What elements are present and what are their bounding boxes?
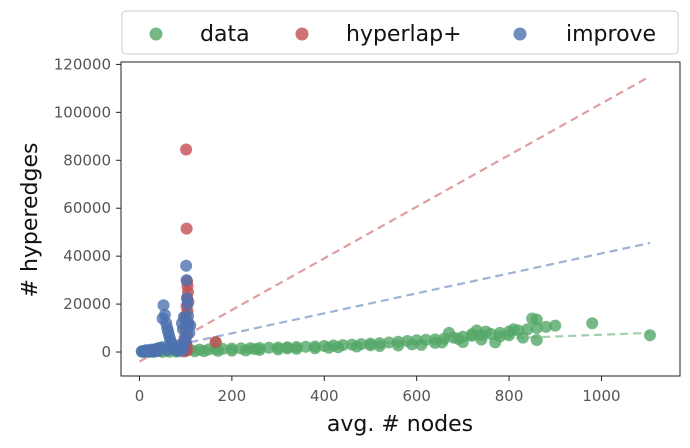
data-points (135, 143, 656, 358)
x-tick-label: 200 (218, 387, 247, 405)
point-data (248, 343, 261, 356)
plot-frame (120, 61, 681, 377)
legend-box (121, 10, 679, 55)
point-data (322, 341, 335, 354)
point-data (262, 341, 275, 354)
point-data (479, 325, 492, 338)
point-data (489, 336, 502, 349)
x-axis-label: avg. # nodes (327, 412, 473, 437)
point-improve (157, 299, 170, 312)
point-hyperlap (180, 222, 193, 235)
y-tick-label: 0 (101, 343, 111, 361)
point-improve (181, 298, 194, 311)
y-axis-label: # hyperedges (18, 143, 43, 298)
point-data (466, 328, 479, 341)
point-data (290, 342, 303, 355)
point-improve (184, 319, 197, 332)
legend-label-data: data (200, 22, 250, 47)
y-tick-label: 80000 (63, 151, 111, 169)
point-data (272, 343, 285, 356)
trendlines (138, 75, 651, 363)
point-data (350, 340, 363, 353)
y-tick-label: 100000 (54, 103, 111, 121)
trendline-improve (139, 241, 651, 355)
x-tick-label: 1000 (582, 387, 620, 405)
x-tick-label: 800 (495, 387, 524, 405)
point-data (549, 319, 562, 332)
point-data (415, 338, 428, 351)
point-data (530, 334, 543, 347)
point-data (299, 340, 312, 353)
point-data (406, 338, 419, 351)
point-data (436, 336, 449, 349)
point-data (364, 339, 377, 352)
point-data (373, 340, 386, 353)
y-tick-label: 40000 (63, 247, 111, 265)
legend-label-improve: improve (566, 22, 656, 47)
point-data (198, 345, 211, 358)
point-data (643, 329, 656, 342)
point-data (452, 332, 465, 345)
point-improve (161, 344, 174, 357)
legend-marker-hyperlap (295, 27, 309, 41)
point-hyperlap (180, 143, 193, 156)
point-improve (180, 274, 193, 287)
y-tick-label: 120000 (54, 55, 111, 73)
y-tick-label: 60000 (63, 199, 111, 217)
point-data (332, 341, 345, 354)
x-tick-label: 400 (310, 387, 339, 405)
point-data (530, 313, 543, 326)
x-tick-label: 0 (135, 387, 145, 405)
point-data (503, 329, 516, 342)
legend: data hyperlap+ improve (121, 10, 679, 55)
point-data (540, 320, 553, 333)
trendline-hyperlap (138, 75, 651, 363)
x-tick-label: 600 (402, 387, 431, 405)
legend-marker-improve (513, 27, 527, 41)
point-data (239, 344, 252, 357)
legend-marker-data (149, 27, 163, 41)
point-data (586, 317, 599, 330)
point-improve (177, 343, 190, 356)
point-data (309, 342, 322, 355)
x-axis-ticks: 0 200 400 600 800 1000 (135, 376, 621, 405)
point-data (443, 326, 456, 339)
point-improve (138, 345, 151, 358)
point-data (530, 322, 543, 335)
point-data (225, 344, 238, 357)
y-axis-ticks: 0 20000 40000 60000 80000 100000 120000 (54, 55, 121, 361)
point-hyperlap (209, 335, 222, 348)
point-data (281, 342, 294, 355)
point-data (392, 339, 405, 352)
legend-label-hyperlap: hyperlap+ (346, 22, 462, 47)
point-data (516, 331, 529, 344)
point-data (382, 336, 395, 349)
y-tick-label: 20000 (63, 295, 111, 313)
point-improve (180, 259, 193, 272)
